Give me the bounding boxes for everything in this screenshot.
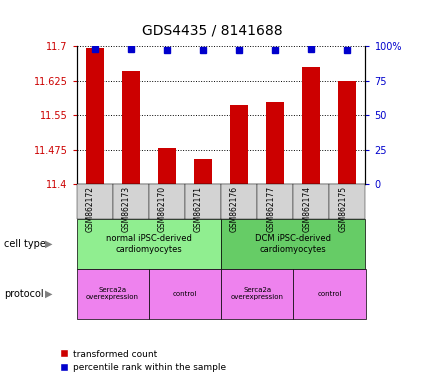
Bar — [194, 159, 212, 184]
Text: GSM862172: GSM862172 — [85, 186, 94, 232]
Text: GSM862174: GSM862174 — [302, 186, 311, 232]
Bar — [338, 81, 357, 184]
Text: cell type: cell type — [4, 239, 46, 249]
Text: GSM862176: GSM862176 — [230, 186, 239, 232]
Text: normal iPSC-derived
cardiomyocytes: normal iPSC-derived cardiomyocytes — [106, 234, 192, 253]
Text: GDS4435 / 8141688: GDS4435 / 8141688 — [142, 23, 283, 37]
Text: GSM862173: GSM862173 — [122, 186, 131, 232]
Text: ▶: ▶ — [45, 239, 52, 249]
Text: protocol: protocol — [4, 289, 44, 299]
Text: control: control — [317, 291, 342, 297]
Bar — [122, 71, 140, 184]
Text: GSM862171: GSM862171 — [194, 186, 203, 232]
Bar — [302, 67, 320, 184]
Text: DCM iPSC-derived
cardiomyocytes: DCM iPSC-derived cardiomyocytes — [255, 234, 331, 253]
Text: ▶: ▶ — [45, 289, 52, 299]
Text: GSM862177: GSM862177 — [266, 186, 275, 232]
Text: control: control — [173, 291, 197, 297]
Text: GSM862170: GSM862170 — [158, 186, 167, 232]
Text: GSM862175: GSM862175 — [338, 186, 347, 232]
Text: Serca2a
overexpression: Serca2a overexpression — [231, 287, 283, 300]
Bar — [158, 148, 176, 184]
Text: Serca2a
overexpression: Serca2a overexpression — [86, 287, 139, 300]
Legend: transformed count, percentile rank within the sample: transformed count, percentile rank withi… — [56, 346, 230, 376]
Bar — [85, 48, 104, 184]
Bar — [266, 102, 284, 184]
Bar — [230, 104, 248, 184]
